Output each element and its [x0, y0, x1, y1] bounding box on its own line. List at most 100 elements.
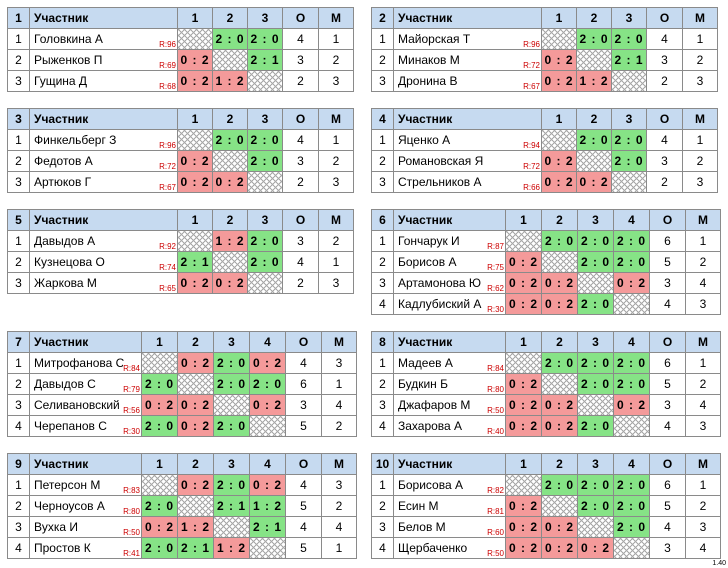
player-name[interactable]: Федотов А [34, 154, 93, 168]
match-score[interactable]: 2 : 0 [213, 415, 250, 437]
player-name[interactable]: Мадеев А [398, 356, 453, 370]
player-name[interactable]: Артамонова Ю [398, 276, 482, 290]
player-name-cell[interactable]: Джафаров М R:50 [393, 394, 506, 416]
match-score[interactable]: 2 : 1 [247, 49, 283, 71]
player-name[interactable]: Артюков Г [34, 175, 92, 189]
match-score[interactable]: 2 : 1 [611, 49, 647, 71]
match-score[interactable]: 0 : 2 [141, 394, 178, 416]
match-score[interactable]: 2 : 0 [212, 129, 248, 151]
player-name[interactable]: Финкельберг З [34, 133, 117, 147]
player-name[interactable]: Давыдов А [34, 234, 96, 248]
match-score[interactable]: 2 : 0 [613, 373, 650, 395]
match-score[interactable]: 0 : 2 [177, 150, 213, 172]
match-score[interactable]: 1 : 2 [177, 516, 214, 538]
player-name[interactable]: Петерсон М [34, 478, 101, 492]
player-name-cell[interactable]: Митрофанова С R:84 [29, 352, 142, 374]
match-score[interactable]: 0 : 2 [177, 474, 214, 496]
match-score[interactable]: 2 : 0 [613, 495, 650, 517]
player-name[interactable]: Вухка И [34, 520, 79, 534]
player-name-cell[interactable]: Мадеев А R:84 [393, 352, 506, 374]
player-name[interactable]: Простов К [34, 541, 91, 555]
player-name-cell[interactable]: Стрельников А R:66 [393, 171, 542, 193]
player-name[interactable]: Головкина А [34, 32, 103, 46]
match-score[interactable]: 0 : 2 [177, 415, 214, 437]
match-score[interactable]: 2 : 1 [213, 495, 250, 517]
match-score[interactable]: 2 : 0 [213, 352, 250, 374]
match-score[interactable]: 2 : 0 [577, 251, 614, 273]
player-name[interactable]: Кадлубиский А [398, 297, 482, 311]
match-score[interactable]: 0 : 2 [541, 70, 577, 92]
match-score[interactable]: 1 : 2 [213, 537, 250, 559]
match-score[interactable]: 2 : 0 [141, 537, 178, 559]
match-score[interactable]: 0 : 2 [177, 49, 213, 71]
player-name-cell[interactable]: Кадлубиский А R:30 [393, 293, 506, 315]
match-score[interactable]: 1 : 2 [212, 70, 248, 92]
player-name-cell[interactable]: Артюков Г R:67 [29, 171, 178, 193]
match-score[interactable]: 2 : 1 [177, 251, 213, 273]
match-score[interactable]: 1 : 2 [576, 70, 612, 92]
match-score[interactable]: 0 : 2 [505, 373, 542, 395]
player-name[interactable]: Рыженков П [34, 53, 103, 67]
match-score[interactable]: 0 : 2 [541, 415, 578, 437]
player-name[interactable]: Есин М [398, 499, 439, 513]
player-name[interactable]: Джафаров М [398, 398, 471, 412]
player-name[interactable]: Гущина Д [34, 74, 88, 88]
player-name-cell[interactable]: Гончарук И R:87 [393, 230, 506, 252]
match-score[interactable]: 2 : 0 [247, 251, 283, 273]
player-name-cell[interactable]: Дронина В R:67 [393, 70, 542, 92]
player-name[interactable]: Митрофанова С [34, 356, 125, 370]
player-name-cell[interactable]: Гущина Д R:68 [29, 70, 178, 92]
match-score[interactable]: 0 : 2 [212, 272, 248, 294]
match-score[interactable]: 2 : 0 [611, 129, 647, 151]
player-name-cell[interactable]: Артамонова Ю R:62 [393, 272, 506, 294]
match-score[interactable]: 0 : 2 [249, 394, 286, 416]
player-name-cell[interactable]: Минаков М R:72 [393, 49, 542, 71]
player-name-cell[interactable]: Вухка И R:50 [29, 516, 142, 538]
match-score[interactable]: 0 : 2 [177, 70, 213, 92]
match-score[interactable]: 2 : 0 [611, 150, 647, 172]
player-name[interactable]: Щербаченко [398, 541, 468, 555]
match-score[interactable]: 2 : 0 [577, 415, 614, 437]
player-name[interactable]: Майорская Т [398, 32, 471, 46]
match-score[interactable]: 0 : 2 [505, 272, 542, 294]
player-name-cell[interactable]: Черепанов С R:30 [29, 415, 142, 437]
match-score[interactable]: 2 : 0 [541, 230, 578, 252]
player-name[interactable]: Черноусов А [34, 499, 105, 513]
match-score[interactable]: 0 : 2 [177, 352, 214, 374]
match-score[interactable]: 0 : 2 [505, 293, 542, 315]
player-name-cell[interactable]: Финкельберг З R:96 [29, 129, 178, 151]
match-score[interactable]: 2 : 0 [576, 28, 612, 50]
player-name-cell[interactable]: Борисова А R:82 [393, 474, 506, 496]
player-name-cell[interactable]: Щербаченко R:50 [393, 537, 506, 559]
match-score[interactable]: 0 : 2 [505, 495, 542, 517]
player-name[interactable]: Минаков М [398, 53, 460, 67]
player-name-cell[interactable]: Рыженков П R:69 [29, 49, 178, 71]
player-name-cell[interactable]: Головкина А R:96 [29, 28, 178, 50]
match-score[interactable]: 2 : 0 [212, 28, 248, 50]
player-name[interactable]: Дронина В [398, 74, 458, 88]
match-score[interactable]: 2 : 0 [577, 230, 614, 252]
match-score[interactable]: 0 : 2 [613, 394, 650, 416]
player-name[interactable]: Давыдов С [34, 377, 96, 391]
player-name-cell[interactable]: Федотов А R:72 [29, 150, 178, 172]
match-score[interactable]: 0 : 2 [177, 394, 214, 416]
match-score[interactable]: 0 : 2 [177, 171, 213, 193]
match-score[interactable]: 2 : 1 [249, 516, 286, 538]
match-score[interactable]: 2 : 0 [247, 150, 283, 172]
player-name-cell[interactable]: Давыдов А R:92 [29, 230, 178, 252]
player-name[interactable]: Жаркова М [34, 276, 97, 290]
match-score[interactable]: 2 : 0 [141, 495, 178, 517]
match-score[interactable]: 0 : 2 [505, 537, 542, 559]
match-score[interactable]: 0 : 2 [505, 394, 542, 416]
player-name-cell[interactable]: Есин М R:81 [393, 495, 506, 517]
match-score[interactable]: 1 : 2 [212, 230, 248, 252]
match-score[interactable]: 2 : 0 [141, 373, 178, 395]
match-score[interactable]: 0 : 2 [505, 415, 542, 437]
player-name[interactable]: Яценко А [398, 133, 451, 147]
match-score[interactable]: 2 : 0 [247, 230, 283, 252]
player-name-cell[interactable]: Селивановский R:56 [29, 394, 142, 416]
player-name-cell[interactable]: Борисов А R:75 [393, 251, 506, 273]
match-score[interactable]: 2 : 0 [541, 474, 578, 496]
match-score[interactable]: 0 : 2 [505, 251, 542, 273]
player-name-cell[interactable]: Белов М R:60 [393, 516, 506, 538]
